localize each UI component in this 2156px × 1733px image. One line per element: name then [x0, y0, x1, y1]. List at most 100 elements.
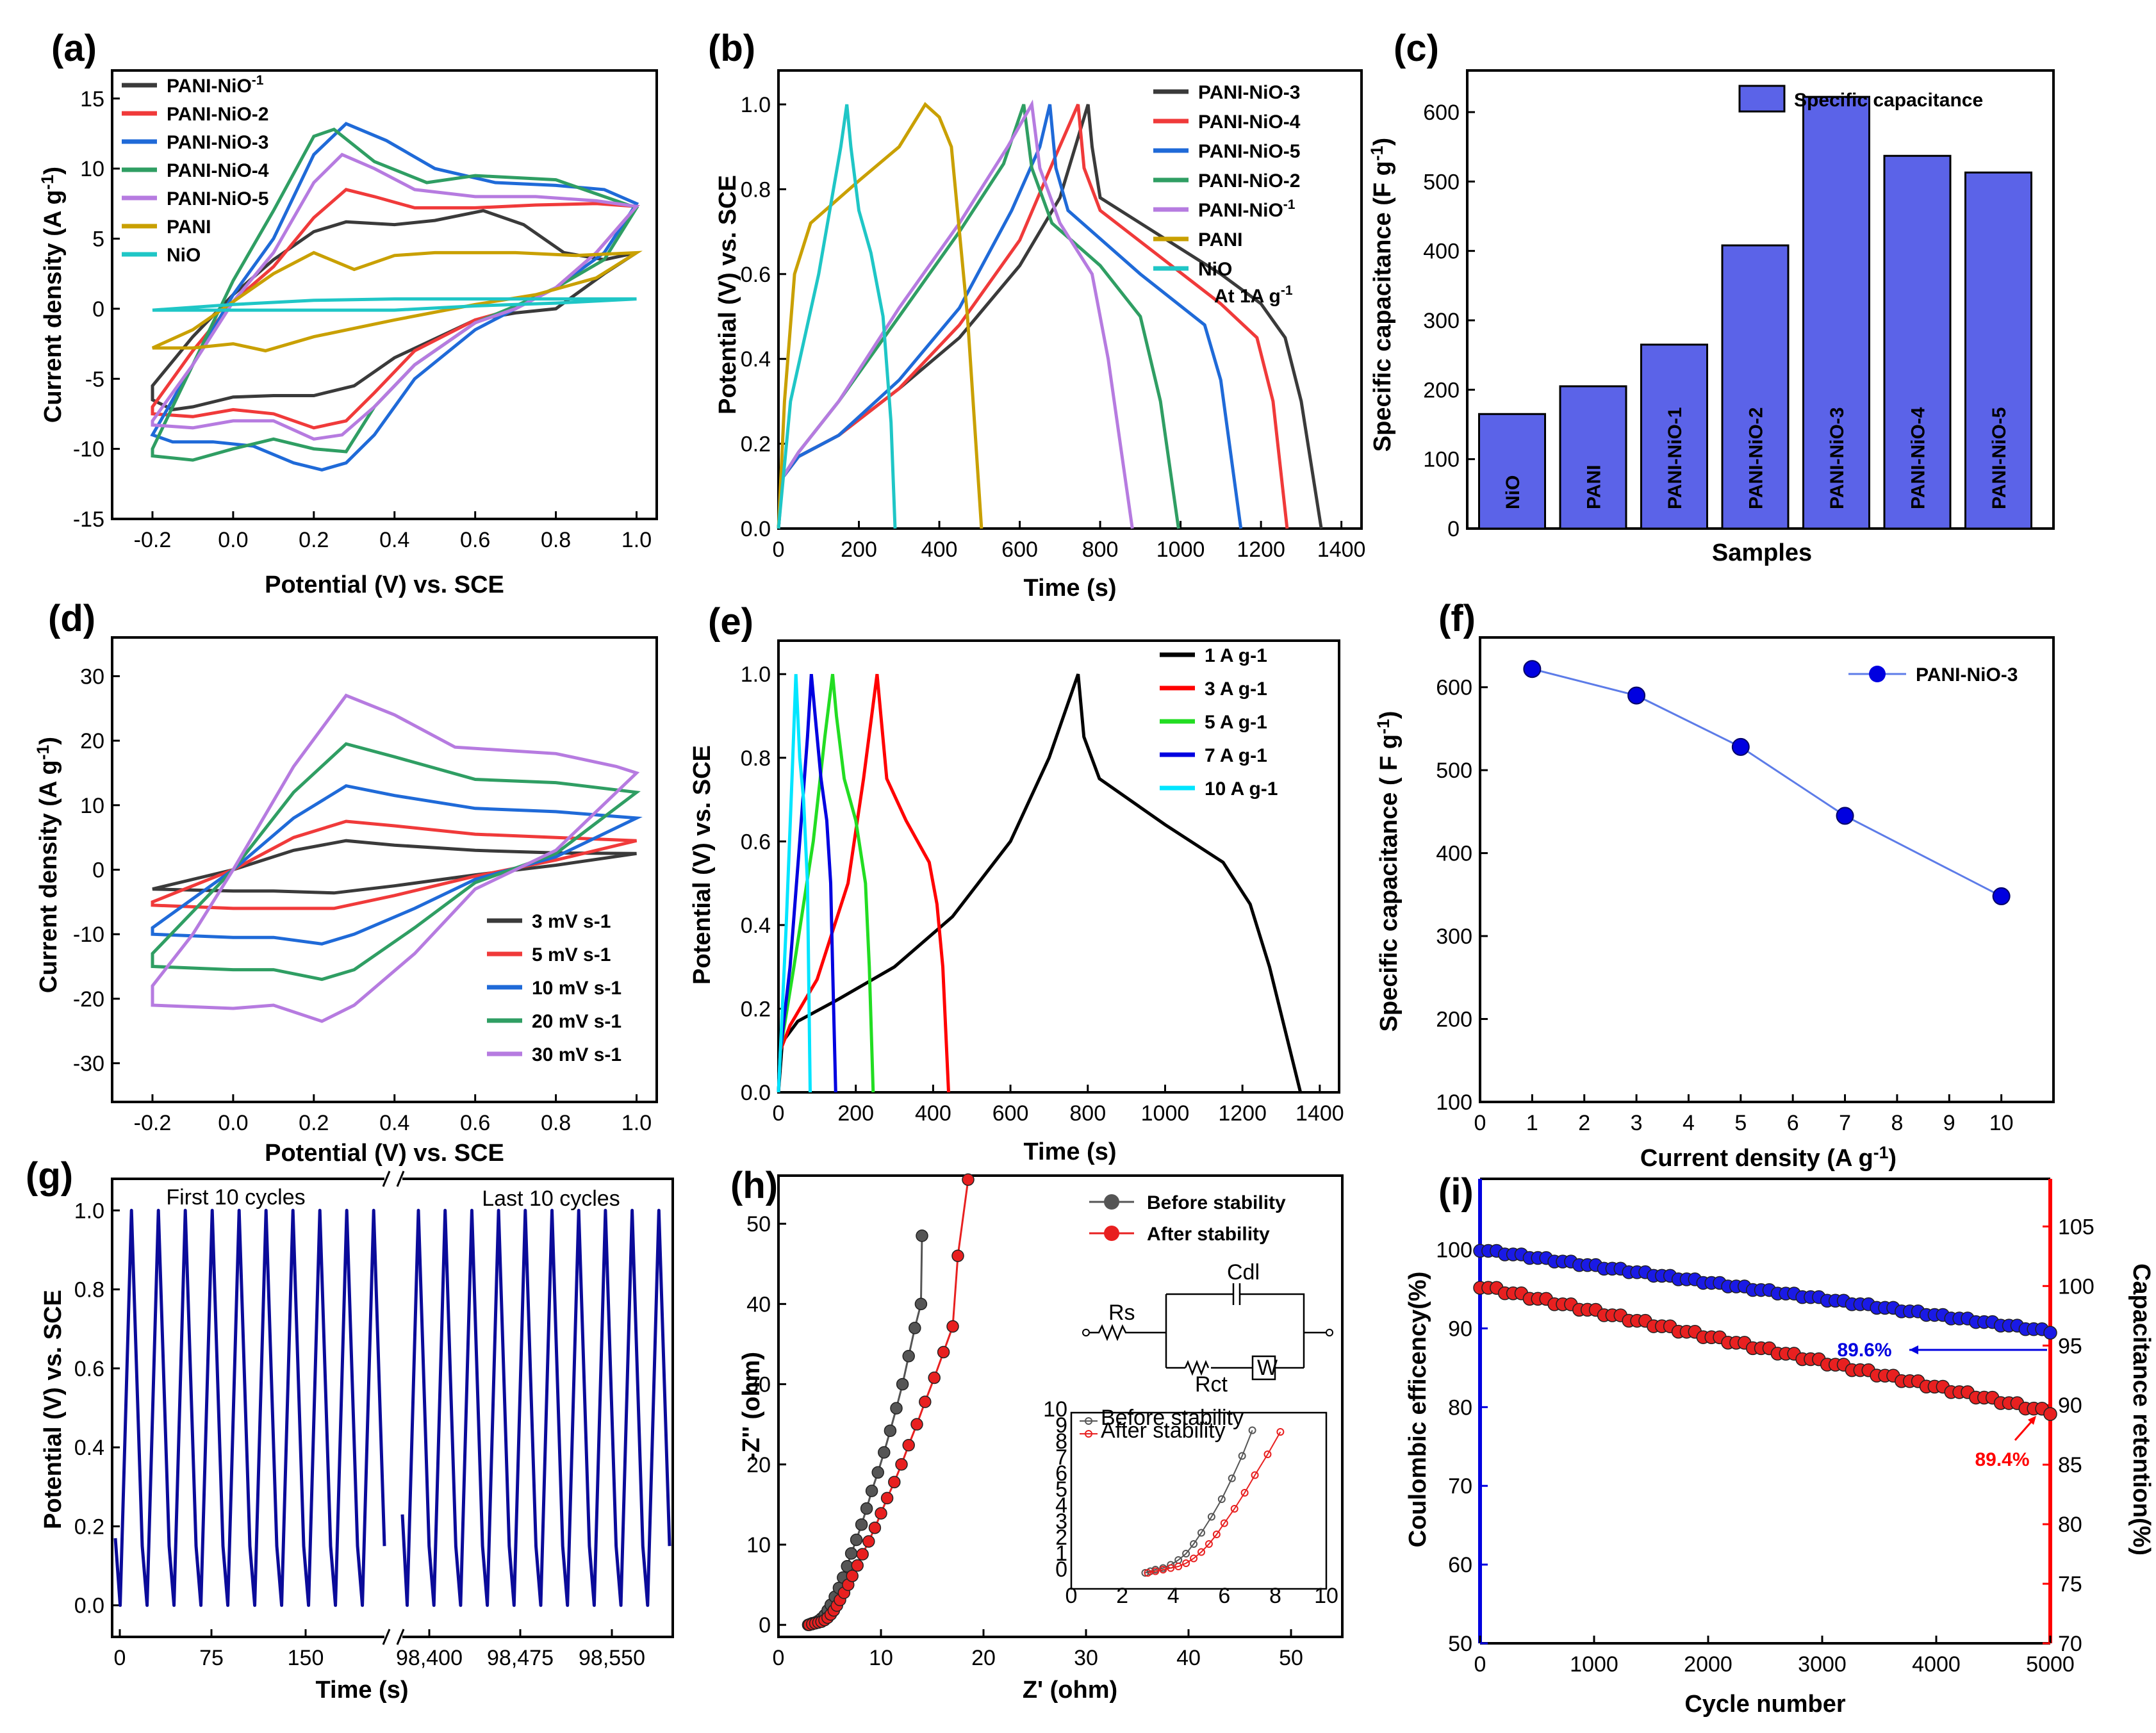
circuit-wires [1165, 1293, 1326, 1369]
y-tick-label-i: 90 [1448, 1317, 1472, 1341]
y-tick-label-h: 0 [759, 1613, 771, 1638]
x-tick-label-f: 6 [1787, 1111, 1799, 1135]
inset-line-After stability [1148, 1431, 1281, 1573]
inset-x-tick-label: 0 [1066, 1584, 1078, 1608]
y-tick-label-c: 400 [1423, 240, 1460, 264]
x-tick-label-d: -0.2 [134, 1111, 172, 1135]
inset-point [1230, 1505, 1238, 1513]
x-tick-label-e: 400 [915, 1101, 951, 1126]
x-tick-label-a: 0.8 [541, 528, 571, 552]
inset-y-tick-label: 8 [1055, 1429, 1067, 1454]
bar-PANI [1559, 385, 1627, 530]
eis-point [910, 1418, 923, 1431]
x-tick-label-d: 0.6 [460, 1111, 490, 1135]
inset-point [1167, 1564, 1175, 1572]
data-point [1836, 807, 1854, 825]
bar-label-PANI-NiO-3: PANI-NiO-3 [1827, 407, 1848, 509]
eis-point [860, 1502, 873, 1515]
x-tick-label-f: 3 [1631, 1111, 1643, 1135]
axis-break-mark [382, 1170, 391, 1187]
y-tick-label-a: 10 [80, 157, 104, 181]
inset-y-tick-label: 6 [1055, 1461, 1067, 1486]
x-axis-label: Time (s) [315, 1677, 408, 1704]
x-tick-label-i: 4000 [1912, 1652, 1961, 1677]
eis-point [884, 1424, 897, 1437]
axis-break-mark [396, 1170, 405, 1187]
plot-frame-g [111, 1178, 674, 1638]
data-point-Coulombic efficiency [2043, 1326, 2057, 1340]
legend-label: NiO [167, 245, 201, 266]
x-tick-label-b: 600 [1001, 538, 1038, 562]
y-tick-label-b: 0.2 [741, 432, 771, 457]
annotation-current: At 1A g-1 [1214, 283, 1293, 307]
inset-y-tick-label: 7 [1055, 1445, 1067, 1470]
eis-point [851, 1559, 864, 1572]
x-tick-label-e: 1400 [1296, 1101, 1344, 1126]
x-tick-label-b: 200 [841, 538, 877, 562]
x-tick-label-h: 30 [1074, 1646, 1098, 1670]
inset-point [1217, 1495, 1226, 1503]
inset-y-tick-label: 0 [1055, 1557, 1067, 1582]
y-axis-label: Specific capacitance (F g-1) [1367, 138, 1396, 452]
legend-label: Specific capacitance [1794, 90, 1983, 111]
x-axis-label: Cycle number [1684, 1691, 1846, 1718]
plot-frame-f [1479, 636, 2055, 1103]
y-tick-label-g: 0.8 [74, 1278, 104, 1302]
panel-label: (f) [1438, 598, 1476, 639]
plot-frame-a [111, 69, 658, 520]
x-tick-label-i: 0 [1474, 1652, 1486, 1677]
y-tick-label-d: 10 [80, 794, 104, 818]
x-tick-label-b: 1200 [1237, 538, 1285, 562]
inset-y-tick-label: 5 [1055, 1477, 1067, 1502]
cv-curve-10 mV s-1 [151, 784, 643, 946]
resistor-rct [1184, 1359, 1210, 1376]
x-tick-label-f: 1 [1526, 1111, 1538, 1135]
x-tick-label-i: 2000 [1684, 1652, 1732, 1677]
inset-y-tick-label: 10 [1043, 1397, 1067, 1422]
line-PANI-NiO-3 [1532, 668, 2002, 898]
inset-y-tick-label: 1 [1055, 1541, 1067, 1566]
bar-label-PANI-NiO-1: PANI-NiO-1 [1665, 407, 1686, 509]
x-tick-label-b: 1000 [1156, 538, 1205, 562]
panel-label: (a) [51, 28, 97, 69]
inset-point [1144, 1569, 1152, 1577]
eis-point [844, 1547, 858, 1560]
legend-label: 20 mV s-1 [532, 1011, 621, 1032]
circuit-label: Cdl [1227, 1260, 1260, 1285]
y-axis-label: Specific capacitance ( F g-1) [1374, 711, 1403, 1032]
y-tick-label-c: 100 [1423, 448, 1460, 472]
legend-marker [1104, 1226, 1119, 1241]
y-tick-label-f: 400 [1436, 842, 1472, 866]
inset-point [1151, 1567, 1160, 1575]
x-tick-label-e: 800 [1069, 1101, 1106, 1126]
y-tick-label-d: -10 [73, 923, 104, 947]
x-tick-label-f: 5 [1734, 1111, 1747, 1135]
y-tick-label-f: 200 [1436, 1008, 1472, 1032]
x-tick-label-d: 0.2 [299, 1111, 329, 1135]
y-right-tick-label-i: 95 [2058, 1334, 2082, 1358]
x-tick-label-a: 0.2 [299, 528, 329, 552]
y-tick-label-e: 0.8 [741, 746, 771, 771]
gcd-curve-PANI-NiO-5 [777, 104, 1243, 529]
y-tick-label-a: 15 [80, 87, 104, 111]
y-right-tick-label-i: 100 [2058, 1274, 2094, 1299]
eis-point [937, 1345, 950, 1359]
y-right-tick-label-i: 90 [2058, 1393, 2082, 1418]
inset-point [1182, 1550, 1190, 1557]
y-axis-label: Potential (V) vs. SCE [689, 745, 716, 985]
panel-label: (c) [1394, 28, 1439, 69]
x-tick-label-b: 400 [921, 538, 958, 562]
y-tick-label-g: 0.6 [74, 1357, 104, 1381]
annotation-cr: 89.4% [1975, 1449, 2029, 1470]
data-point [1731, 737, 1750, 756]
legend-label: PANI-NiO-4 [167, 160, 269, 181]
cv-curve-PANI [151, 251, 643, 353]
inset-legend-label: Before stability [1101, 1406, 1244, 1430]
bar-label-NiO: NiO [1502, 475, 1524, 509]
bar-label-PANI-NiO-2: PANI-NiO-2 [1746, 407, 1767, 509]
inset-point [1240, 1489, 1249, 1497]
inset-legend-marker [1085, 1430, 1092, 1438]
gcd-curve-10 A g-1 [777, 674, 812, 1093]
y-axis-label: Potential (V) vs. SCE [714, 175, 741, 415]
